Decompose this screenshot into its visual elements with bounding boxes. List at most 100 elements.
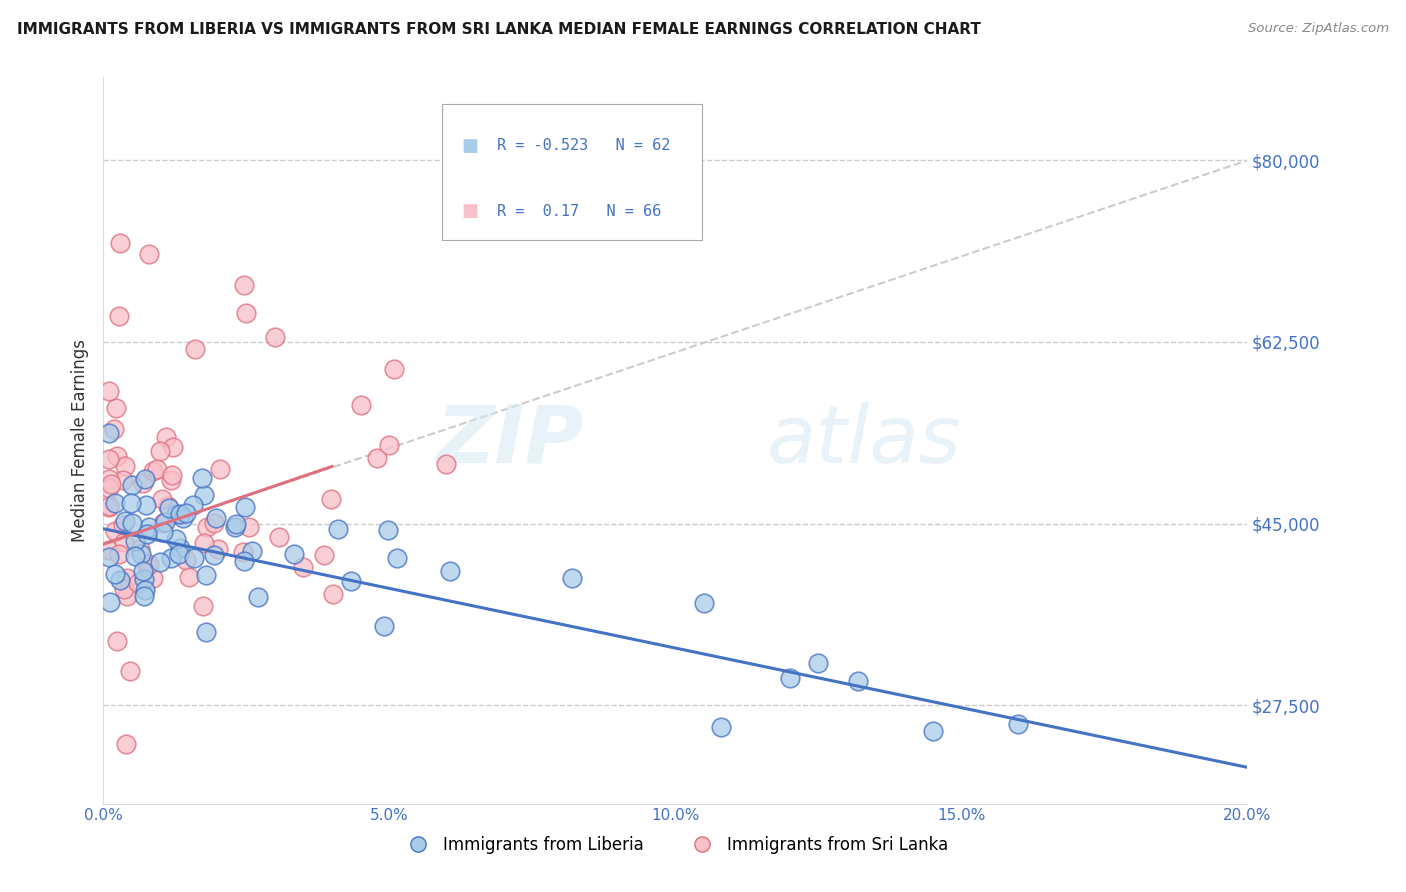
Point xyxy=(114,515,136,529)
Point xyxy=(98,499,121,513)
Text: ■: ■ xyxy=(461,136,478,154)
Point xyxy=(174,553,197,567)
Point xyxy=(921,723,943,738)
Point xyxy=(120,665,142,679)
Point xyxy=(193,488,215,502)
Legend: Immigrants from Liberia, Immigrants from Sri Lanka: Immigrants from Liberia, Immigrants from… xyxy=(395,830,955,861)
Point xyxy=(181,498,204,512)
Point xyxy=(134,572,156,586)
Point xyxy=(195,520,218,534)
Point xyxy=(159,550,181,565)
Point xyxy=(112,535,135,549)
Point xyxy=(97,543,120,558)
Point xyxy=(104,524,127,539)
Point xyxy=(129,547,152,561)
Point xyxy=(366,451,388,466)
Point xyxy=(561,571,583,585)
Point xyxy=(142,464,165,478)
Point xyxy=(377,523,399,537)
Point xyxy=(235,306,257,320)
Point xyxy=(195,568,218,582)
Point xyxy=(204,516,226,530)
Point xyxy=(115,589,138,603)
Point xyxy=(191,599,214,613)
Point xyxy=(135,527,157,541)
Point xyxy=(292,559,315,574)
Point xyxy=(322,587,344,601)
Point xyxy=(120,496,142,510)
Point xyxy=(208,462,231,476)
Point xyxy=(127,575,149,590)
Point xyxy=(349,398,371,412)
Point xyxy=(104,566,127,581)
Point xyxy=(112,473,135,487)
Point xyxy=(114,459,136,474)
Point xyxy=(138,247,160,261)
Point xyxy=(135,498,157,512)
Point xyxy=(232,545,254,559)
Point xyxy=(160,468,183,483)
Point xyxy=(146,462,169,476)
Point xyxy=(97,384,120,398)
Point xyxy=(204,510,226,524)
Point xyxy=(177,570,200,584)
Point xyxy=(108,309,131,323)
Point xyxy=(157,500,180,515)
Point xyxy=(98,595,121,609)
Point xyxy=(160,473,183,487)
Point xyxy=(373,619,395,633)
Point xyxy=(124,534,146,549)
Point xyxy=(97,425,120,440)
Point xyxy=(108,573,131,587)
Point xyxy=(807,656,830,670)
Point xyxy=(153,515,176,529)
Point xyxy=(233,500,256,514)
Point xyxy=(104,496,127,510)
Point xyxy=(314,548,336,562)
Point xyxy=(149,444,172,458)
Point xyxy=(165,533,187,547)
Point xyxy=(138,557,160,571)
Point xyxy=(107,449,129,463)
Point xyxy=(104,401,127,415)
Point xyxy=(434,458,457,472)
Point xyxy=(283,547,305,561)
Point xyxy=(172,510,194,524)
Point xyxy=(225,517,247,532)
Point xyxy=(693,596,716,610)
Text: ZIP: ZIP xyxy=(436,401,583,480)
Point xyxy=(100,477,122,491)
Point xyxy=(378,438,401,452)
Point xyxy=(382,362,405,376)
Point xyxy=(108,547,131,561)
Text: Source: ZipAtlas.com: Source: ZipAtlas.com xyxy=(1249,22,1389,36)
Point xyxy=(115,737,138,751)
Point xyxy=(165,507,187,521)
Point xyxy=(128,542,150,557)
Point xyxy=(110,236,132,251)
Point xyxy=(169,547,191,561)
Point xyxy=(157,500,180,514)
Point xyxy=(150,492,173,507)
Point xyxy=(176,506,198,520)
Point xyxy=(194,624,217,639)
Point xyxy=(121,478,143,492)
Point xyxy=(131,564,153,578)
Point xyxy=(152,525,174,540)
Text: R = -0.523   N = 62: R = -0.523 N = 62 xyxy=(496,138,671,153)
Point xyxy=(97,500,120,514)
Point xyxy=(184,343,207,357)
Point xyxy=(328,523,350,537)
Point xyxy=(169,541,191,556)
Point xyxy=(232,277,254,292)
Point xyxy=(134,472,156,486)
Point xyxy=(193,535,215,549)
Y-axis label: Median Female Earnings: Median Female Earnings xyxy=(72,339,89,542)
Point xyxy=(97,550,120,565)
Text: IMMIGRANTS FROM LIBERIA VS IMMIGRANTS FROM SRI LANKA MEDIAN FEMALE EARNINGS CORR: IMMIGRANTS FROM LIBERIA VS IMMIGRANTS FR… xyxy=(17,22,981,37)
Point xyxy=(385,551,408,566)
Point xyxy=(142,570,165,584)
Point xyxy=(134,589,156,603)
Point xyxy=(149,555,172,569)
Point xyxy=(224,520,246,534)
